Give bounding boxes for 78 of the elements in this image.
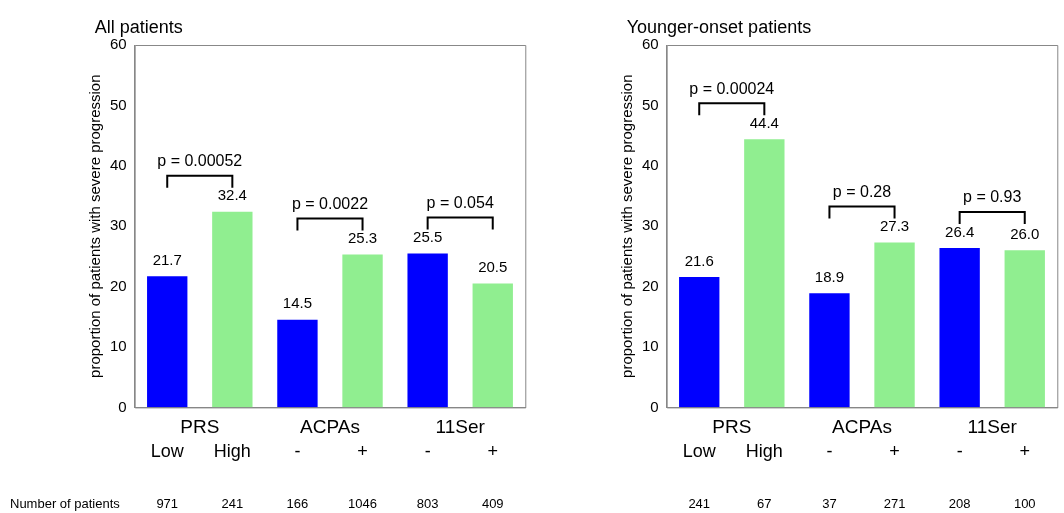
bar [212,211,253,408]
data-label: 21.6 [684,251,714,269]
text: 11Ser [967,415,1018,437]
y-tick-label: 10 [642,337,659,355]
bar [472,283,513,408]
bar [744,139,785,408]
x-tick-label: High [745,441,783,462]
x-tick-label: - [826,441,833,462]
y-axis-title: proportion of patients with severe progression [86,74,104,378]
text: 208 [948,495,971,511]
y-tick-label: 60 [642,35,659,53]
bar [809,293,850,408]
text: PRS [180,415,220,437]
data-label: 25.5 [413,228,443,246]
bar [147,276,188,408]
data-label: 21.7 [152,250,182,268]
data-label: 25.3 [347,229,378,247]
data-label: 26.0 [1010,225,1040,242]
y-tick-label: 20 [642,276,659,294]
data-label: 26.4 [945,222,975,240]
bar [679,276,720,408]
annotation: p = 0.00024 [689,79,775,97]
bar [407,253,448,408]
y-tick-label: 30 [110,216,127,234]
annotation: p = 0.93 [963,188,1022,206]
x-tick-label: + [1019,441,1030,462]
y-tick-label: 50 [642,95,659,113]
y-tick-label: 30 [642,216,659,234]
text: PRS [712,415,752,437]
annotation: p = 0.28 [832,182,892,200]
text: 271 [883,495,906,511]
text: 241 [688,495,711,511]
bar [342,254,383,408]
y-tick-label: 20 [110,276,127,294]
data-label: 44.4 [749,113,779,131]
bar [277,319,318,408]
bar [1004,250,1045,408]
x-tick-label: Low [150,441,185,462]
text: 100 [1013,495,1036,511]
y-tick-label: 40 [110,155,127,173]
chart-title: Younger-onset patients [626,16,812,37]
text: ACPAs [832,415,892,437]
x-tick-label: - [294,441,301,462]
text: 241 [221,495,244,511]
text: 67 [757,495,772,511]
annotation: p = 0.054 [426,193,494,211]
x-tick-label: - [424,441,431,462]
text: 11Ser [435,415,486,437]
text: 166 [286,495,309,511]
x-tick-label: High [213,441,251,462]
chart-title: All patients [94,16,183,37]
y-tick-label: 50 [110,95,127,113]
y-tick-label: 40 [642,155,659,173]
text: ACPAs [300,415,360,437]
x-tick-label: + [487,441,498,462]
text: 37 [822,495,837,511]
bar [874,242,915,408]
x-tick-label: + [889,441,900,462]
x-tick-label: - [956,441,963,462]
y-tick-label: 0 [650,397,659,415]
text: 803 [416,495,439,511]
data-label: 18.9 [814,267,845,285]
x-tick-label: + [357,441,368,462]
annotation: p = 0.0022 [291,194,369,212]
text: Number of patients [10,495,121,511]
data-label: 27.3 [879,217,910,235]
data-label: 14.5 [282,294,313,312]
text: 1046 [348,495,377,511]
text: 409 [481,495,504,511]
x-tick-label: Low [682,441,717,462]
bar [939,247,980,408]
annotation: p = 0.00052 [157,152,243,170]
data-label: 32.4 [217,186,247,204]
y-tick-label: 10 [110,337,127,355]
data-label: 20.5 [478,258,508,276]
y-tick-label: 0 [118,397,127,415]
text: 971 [156,495,179,511]
y-axis-title: proportion of patients with severe progression [618,74,636,378]
